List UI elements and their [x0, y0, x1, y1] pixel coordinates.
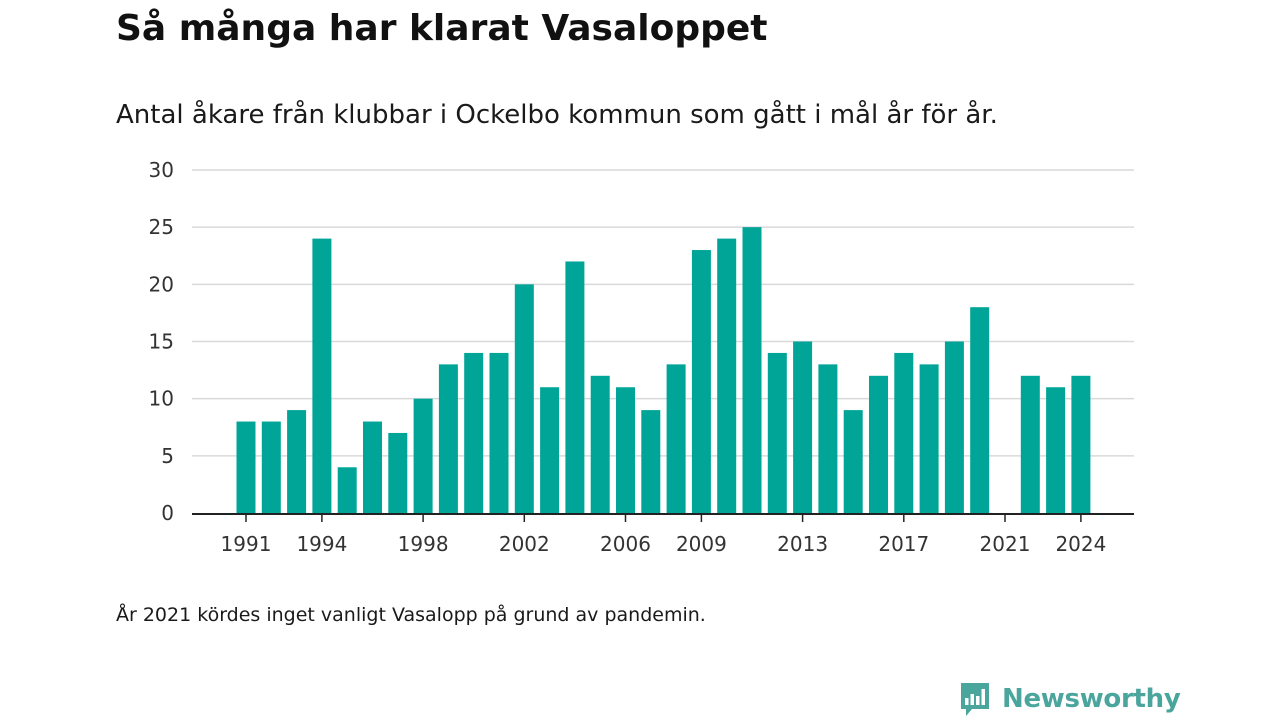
- bar-1999: [438, 364, 458, 513]
- y-tick-label: 0: [161, 501, 174, 525]
- bar-2002: [514, 284, 534, 513]
- gridlines: [192, 169, 1134, 457]
- y-tick-label: 25: [149, 215, 174, 239]
- bar-2016: [869, 375, 888, 513]
- bar-2014: [818, 364, 838, 513]
- bar-2004: [565, 261, 585, 513]
- y-tick-label: 30: [149, 158, 174, 182]
- bar-2019: [944, 341, 964, 513]
- bar-1991: [236, 421, 256, 513]
- bar-2020: [970, 307, 990, 513]
- bar-2006: [616, 387, 635, 513]
- bar-1998: [413, 398, 433, 513]
- bar-2000: [464, 352, 484, 513]
- chart-subtitle: Antal åkare från klubbar i Ockelbo kommu…: [116, 100, 998, 130]
- x-tick-label: 1994: [296, 532, 347, 556]
- bar-2017: [894, 352, 914, 513]
- x-tick-label: 2002: [499, 532, 550, 556]
- bar-chart: 0 5 10 15 20 25 30 1991 1994 1998 2002 2006 2009 2013…: [149, 158, 1134, 556]
- bar-1997: [388, 432, 408, 513]
- brand: Newsworthy: [958, 680, 1181, 718]
- bar-2003: [540, 387, 560, 513]
- bars: [236, 227, 1091, 514]
- bar-2008: [666, 364, 686, 513]
- bar-2005: [590, 375, 610, 513]
- bar-2012: [767, 352, 787, 513]
- bar-2018: [919, 364, 939, 513]
- brand-name: Newsworthy: [1002, 684, 1181, 714]
- bar-1994: [312, 238, 332, 513]
- x-tick-label: 1991: [221, 532, 272, 556]
- bar-2009: [691, 250, 711, 514]
- x-tick-label: 2021: [980, 532, 1031, 556]
- x-tick-label: 2017: [878, 532, 929, 556]
- bar-2022: [1020, 375, 1040, 513]
- bar-2007: [641, 410, 661, 513]
- y-tick-label: 5: [161, 444, 174, 468]
- bar-2011: [742, 227, 762, 513]
- x-tick-label: 2024: [1055, 532, 1106, 556]
- y-tick-label: 20: [149, 272, 174, 296]
- bar-2023: [1046, 387, 1066, 513]
- chart-title: Så många har klarat Vasaloppet: [116, 8, 768, 49]
- bar-2010: [717, 238, 737, 513]
- bar-2013: [793, 341, 813, 513]
- bar-1993: [287, 410, 307, 513]
- footnote: År 2021 kördes inget vanligt Vasalopp på…: [116, 604, 706, 626]
- x-tick-label: 2009: [676, 532, 727, 556]
- y-tick-label: 15: [149, 330, 174, 354]
- x-tick-label: 2006: [600, 532, 651, 556]
- x-tick-label: 1998: [398, 532, 449, 556]
- bar-1992: [261, 421, 281, 513]
- bar-1995: [337, 467, 357, 513]
- bar-2001: [489, 352, 509, 513]
- x-tick-label: 2013: [777, 532, 828, 556]
- bar-2024: [1071, 375, 1091, 513]
- y-tick-label: 10: [149, 387, 174, 411]
- axes: 0 5 10 15 20 25 30 1991 1994 1998 2002 2006 2009 2013…: [149, 158, 1134, 556]
- bar-1996: [363, 421, 382, 513]
- newsworthy-logo-icon: [961, 683, 989, 716]
- bar-2015: [843, 410, 863, 513]
